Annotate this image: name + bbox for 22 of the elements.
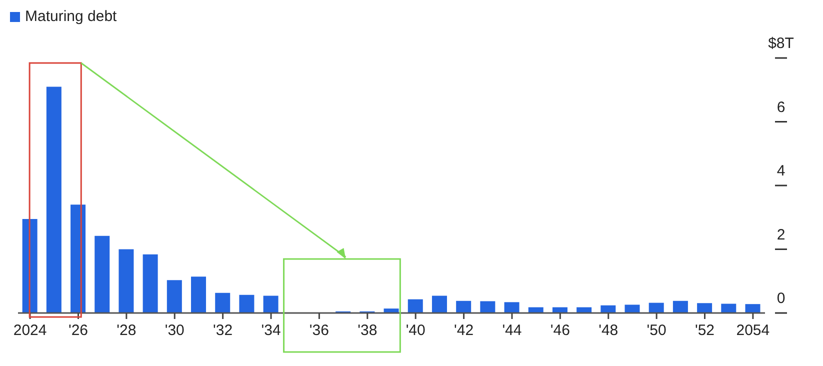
legend-label: Maturing debt: [24, 8, 117, 25]
x-tick-label: '38: [358, 322, 378, 339]
y-tick-label: 0: [776, 290, 786, 307]
x-tick-label: '36: [309, 322, 329, 339]
x-tick-label: '26: [68, 322, 88, 339]
x-tick-label: 2024: [13, 322, 47, 339]
y-tick-label: 6: [776, 98, 786, 116]
y-tick-label: 2: [776, 226, 786, 244]
x-tick-label: '40: [406, 322, 426, 339]
x-tick-label: '46: [550, 322, 570, 339]
x-tick-label: '52: [694, 322, 715, 339]
x-tick-label: '28: [116, 322, 136, 339]
y-tick-label: $8T: [768, 35, 794, 52]
y-tick-label: 4: [776, 162, 786, 180]
x-tick-label: 2054: [736, 322, 770, 339]
x-tick-label: '32: [213, 322, 233, 339]
x-tick-label: '48: [598, 322, 618, 339]
x-tick-label: '42: [454, 322, 474, 339]
x-tick-label: '30: [164, 322, 184, 339]
x-tick-label: '50: [646, 322, 666, 339]
x-tick-label: '34: [261, 322, 281, 339]
x-tick-label: '44: [502, 322, 522, 339]
